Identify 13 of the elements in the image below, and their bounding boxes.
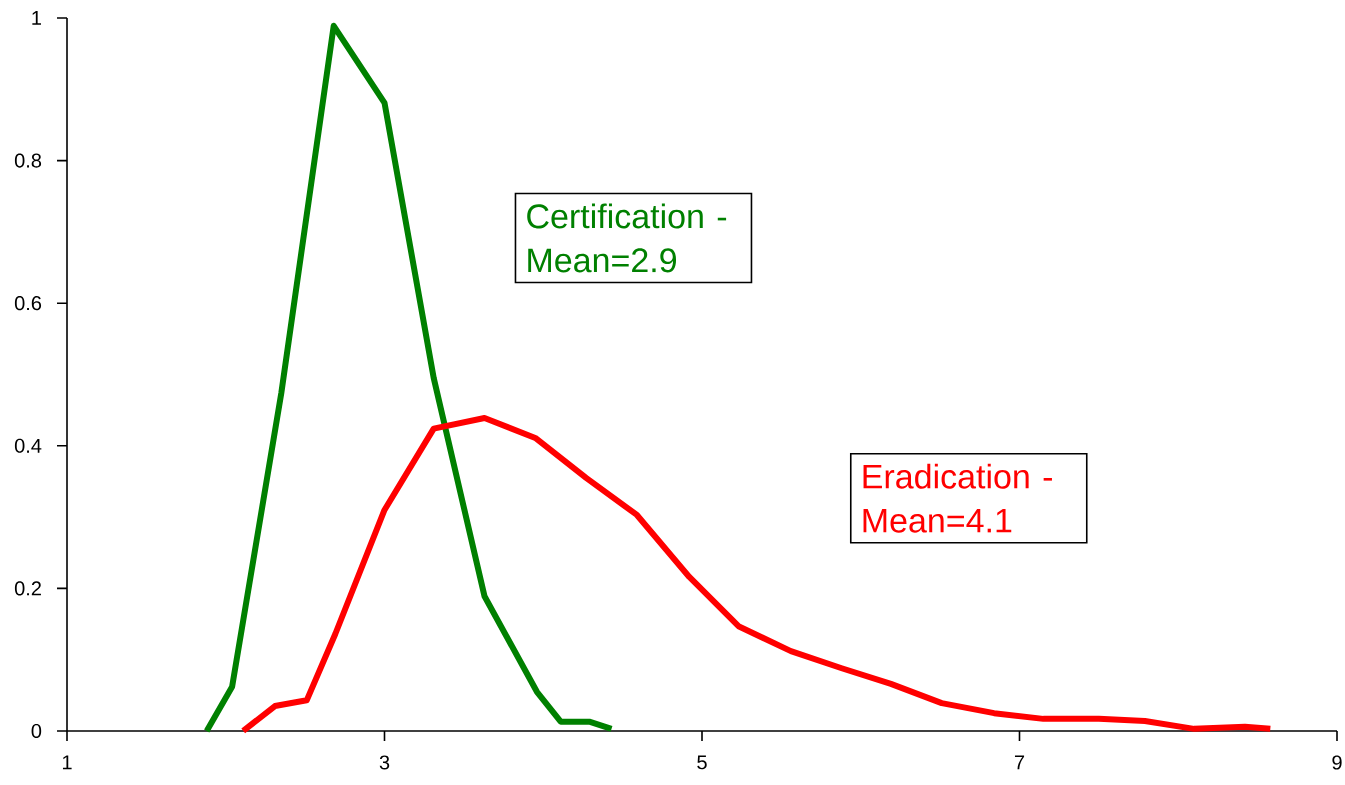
- x-tick-label: 9: [1332, 755, 1342, 770]
- x-tick-label: 7: [1014, 755, 1025, 770]
- y-tick-label: 0.4: [14, 438, 42, 453]
- x-tick-label: 1: [62, 755, 72, 770]
- y-tick-label: 0: [31, 723, 42, 739]
- annotation: Eradication - Mean=4.1: [863, 463, 1052, 533]
- x-tick-label: 5: [697, 755, 707, 770]
- y-tick-label: 0.8: [14, 153, 42, 168]
- x-tick-label: 3: [379, 755, 390, 770]
- y-tick-label: 0.2: [14, 581, 41, 596]
- annotation: Certification - Mean=2.9: [527, 203, 727, 273]
- y-tick-label: 0.6: [14, 296, 42, 311]
- y-tick-label: 1: [32, 11, 41, 25]
